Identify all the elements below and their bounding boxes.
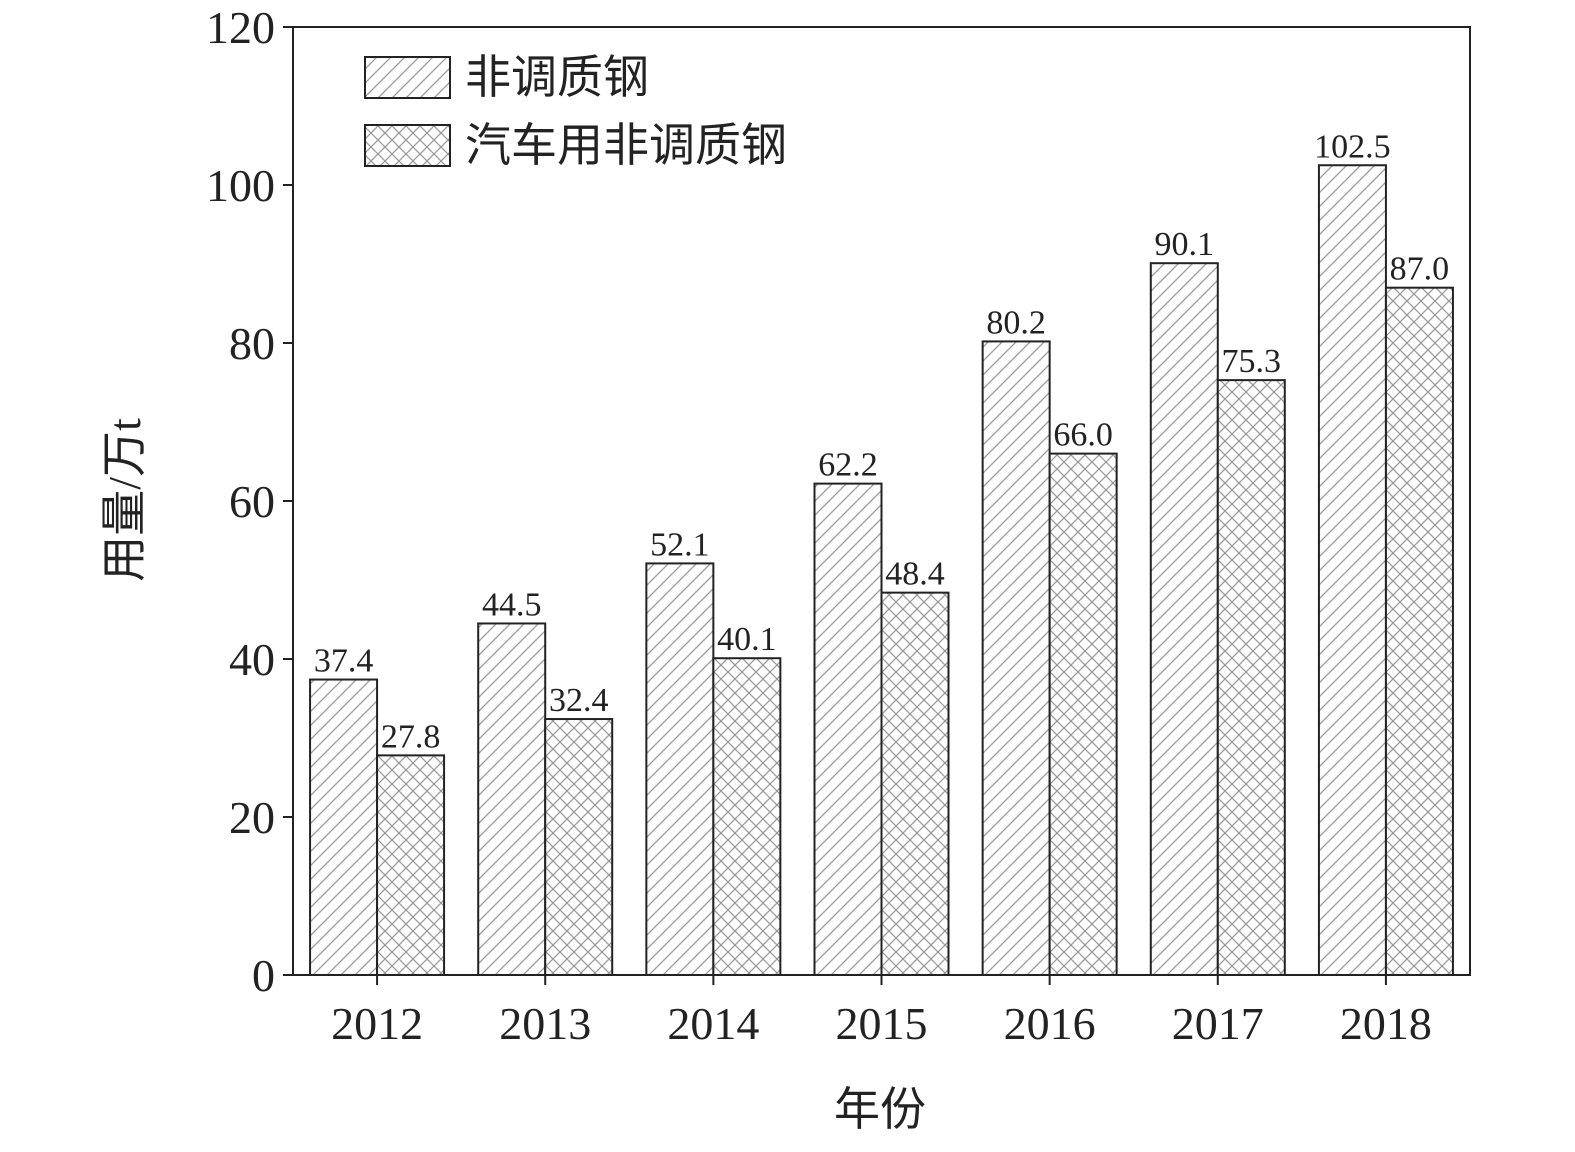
bar [1317, 164, 1387, 976]
y-axis-label: 用量/万t [99, 418, 150, 582]
legend-label: 非调质钢 [465, 52, 649, 103]
y-tick-label: 20 [229, 792, 275, 843]
value-label: 40.1 [717, 621, 777, 658]
x-tick-label: 2013 [499, 998, 591, 1049]
bar [1216, 379, 1286, 976]
bar [309, 678, 379, 976]
value-label: 48.4 [885, 556, 945, 593]
legend-swatch [364, 124, 451, 167]
value-label: 32.4 [549, 682, 609, 719]
value-label: 66.0 [1053, 417, 1113, 454]
x-tick-label: 2016 [1004, 998, 1096, 1049]
value-label: 90.1 [1155, 226, 1215, 263]
value-label: 37.4 [314, 643, 374, 680]
y-tick-label: 40 [229, 634, 275, 685]
bar [544, 718, 614, 976]
bar [880, 591, 950, 976]
bar [981, 340, 1051, 977]
value-label: 75.3 [1222, 343, 1282, 380]
bar [712, 657, 782, 977]
value-label: 27.8 [381, 718, 441, 755]
bar [376, 754, 446, 976]
legend-swatch [364, 56, 451, 99]
value-label: 87.0 [1390, 251, 1450, 288]
value-label: 80.2 [986, 304, 1046, 341]
bar [477, 622, 547, 976]
bar [1048, 452, 1118, 977]
y-tick-label: 120 [206, 2, 275, 53]
value-label: 62.2 [818, 447, 878, 484]
value-label: 52.1 [650, 526, 710, 563]
bar [645, 562, 715, 976]
value-label: 44.5 [482, 586, 542, 623]
x-tick-label: 2015 [836, 998, 928, 1049]
x-tick-label: 2014 [667, 998, 759, 1049]
x-tick-label: 2018 [1340, 998, 1432, 1049]
y-tick-label: 60 [229, 476, 275, 527]
bar [813, 482, 883, 976]
bar [1149, 262, 1219, 976]
x-axis-label: 年份 [834, 1084, 926, 1135]
y-tick-label: 80 [229, 318, 275, 369]
plot-frame [292, 26, 1471, 976]
value-label: 102.5 [1314, 128, 1391, 165]
y-tick-label: 100 [206, 160, 275, 211]
bar [1384, 286, 1454, 976]
x-tick-label: 2012 [331, 998, 423, 1049]
legend-label: 汽车用非调质钢 [465, 120, 787, 171]
y-tick-label: 0 [252, 950, 275, 1001]
x-tick-label: 2017 [1172, 998, 1264, 1049]
